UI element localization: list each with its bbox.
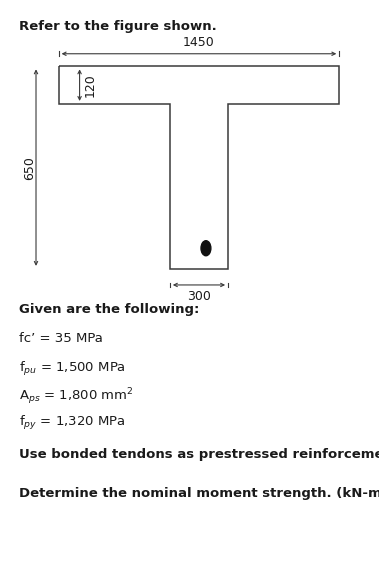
Circle shape [201,240,211,255]
Text: fc’ = 35 MPa: fc’ = 35 MPa [19,332,103,345]
Text: 650: 650 [23,155,36,180]
Text: 300: 300 [187,290,211,302]
Text: 120: 120 [84,73,97,97]
Text: Use bonded tendons as prestressed reinforcement.: Use bonded tendons as prestressed reinfo… [19,448,379,461]
Text: f$_{py}$ = 1,320 MPa: f$_{py}$ = 1,320 MPa [19,414,125,432]
Text: Refer to the figure shown.: Refer to the figure shown. [19,20,217,33]
Text: Given are the following:: Given are the following: [19,303,199,316]
Text: f$_{pu}$ = 1,500 MPa: f$_{pu}$ = 1,500 MPa [19,360,126,377]
Text: 1450: 1450 [183,36,215,49]
Text: Determine the nominal moment strength. (kN-m): Determine the nominal moment strength. (… [19,487,379,499]
Text: A$_{ps}$ = 1,800 mm$^{2}$: A$_{ps}$ = 1,800 mm$^{2}$ [19,387,134,407]
